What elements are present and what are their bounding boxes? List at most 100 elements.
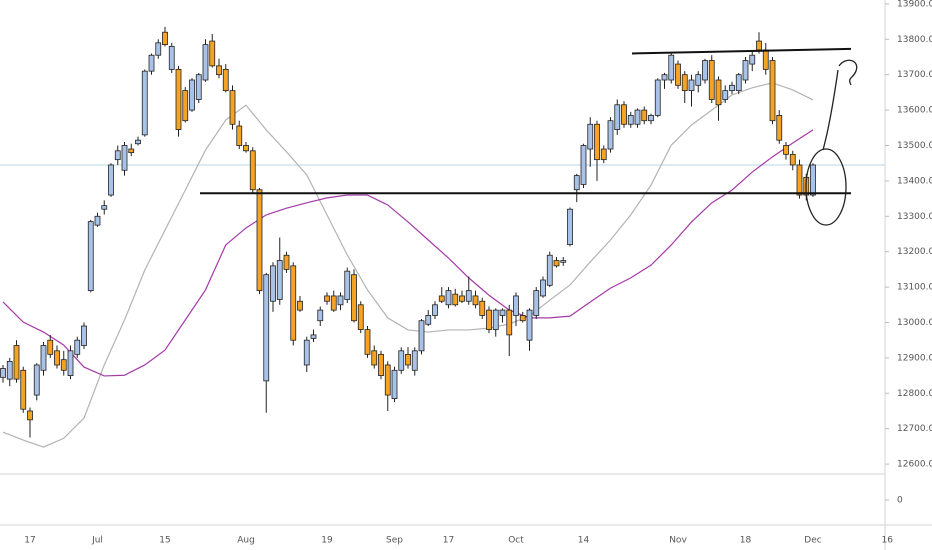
candle-body <box>155 42 162 56</box>
question-mark <box>838 59 858 86</box>
candle-body <box>580 145 587 185</box>
candle-body <box>175 68 182 130</box>
x-tick-label: Oct <box>508 536 524 546</box>
y-tick-label: 13200.00 <box>897 247 932 257</box>
candle-body <box>715 79 722 106</box>
candle-body <box>13 345 20 380</box>
candle-body <box>492 309 499 330</box>
candle-body <box>337 295 344 306</box>
candle-body <box>249 150 256 191</box>
candle-body <box>47 339 54 355</box>
candle-body <box>141 70 148 136</box>
x-tick-label: 15 <box>159 536 170 546</box>
candle-body <box>229 90 236 125</box>
x-tick-label: 18 <box>740 536 752 546</box>
candle-body <box>54 350 60 366</box>
candle-body <box>648 115 654 122</box>
y-tick-label: 13700.00 <box>897 70 932 80</box>
candle-body <box>506 309 513 336</box>
x-tick-label: Jul <box>91 536 103 546</box>
candle-body <box>594 123 600 161</box>
candle-body <box>364 329 371 355</box>
candle-body <box>769 60 776 122</box>
candle-body <box>688 79 695 92</box>
candle-body <box>20 369 27 410</box>
candle-body <box>330 295 337 311</box>
candle-body <box>708 60 715 100</box>
candle-body <box>675 63 681 86</box>
candle-body <box>195 74 202 100</box>
candle-body <box>783 145 789 155</box>
x-tick-label: Dec <box>804 536 821 546</box>
x-tick-label: Sep <box>386 536 403 546</box>
circle-annotation <box>805 148 847 226</box>
candle-body <box>317 309 324 322</box>
candle-body <box>432 304 438 316</box>
candle-body <box>40 345 47 371</box>
y-tick-label: 13800.00 <box>897 35 932 45</box>
candle-body <box>222 68 229 92</box>
candle-body <box>607 120 614 150</box>
candle-body <box>614 104 621 130</box>
candle-body <box>627 115 634 125</box>
candle-body <box>425 315 432 325</box>
candle-body <box>128 148 135 153</box>
candle-body <box>452 293 459 306</box>
candle-body <box>121 145 128 171</box>
candle-body <box>668 54 675 81</box>
candle-body <box>162 31 168 46</box>
candle-body <box>94 215 101 226</box>
candle-body <box>243 145 249 152</box>
candle-body <box>283 254 290 270</box>
y-tick-label: 13500.00 <box>897 141 932 151</box>
x-tick-label: Aug <box>237 536 255 546</box>
plot-area <box>0 26 885 448</box>
candle-body <box>101 205 108 210</box>
candle-body <box>344 270 351 300</box>
candle-body <box>168 45 175 70</box>
y-tick-label: 13000.00 <box>897 318 932 328</box>
candle-body <box>729 84 735 92</box>
candle-body <box>108 164 114 196</box>
candle-body <box>486 309 492 330</box>
candle-body <box>553 260 560 267</box>
candle-body <box>371 350 378 366</box>
candle-body <box>67 350 74 376</box>
candle-body <box>459 295 465 302</box>
candle-body <box>634 109 641 125</box>
candle-body <box>74 339 81 355</box>
candle-body <box>654 79 661 116</box>
candle-body <box>216 65 222 76</box>
candle-body <box>560 260 567 263</box>
candle-body <box>540 279 546 297</box>
candle-body <box>236 125 243 146</box>
x-tick-label: 19 <box>321 536 333 546</box>
candle-body <box>762 49 769 70</box>
moving-average <box>2 129 814 377</box>
candle-body <box>472 295 479 306</box>
candle-body <box>587 123 594 150</box>
candle-body <box>135 139 141 145</box>
candle-body <box>303 339 310 366</box>
candle-body <box>33 364 40 396</box>
candle-body <box>276 260 283 300</box>
candle-body <box>519 315 526 322</box>
candle-body <box>810 164 816 196</box>
hand-drawing <box>805 59 858 226</box>
candle-body <box>776 115 783 141</box>
candle-body <box>695 74 702 86</box>
candle-body <box>418 320 425 352</box>
candle-body <box>735 74 742 92</box>
candle-body <box>756 40 762 51</box>
y-tick-label: 12900.00 <box>897 353 932 363</box>
moving-average <box>2 82 814 448</box>
candle-body <box>411 350 418 371</box>
candle-body <box>351 274 357 322</box>
candle-body <box>796 164 803 196</box>
candle-body <box>567 208 573 246</box>
candle-body <box>60 359 67 371</box>
candle-body <box>722 90 729 100</box>
x-tick-label: 16 <box>882 536 894 546</box>
candle-body <box>438 295 445 302</box>
